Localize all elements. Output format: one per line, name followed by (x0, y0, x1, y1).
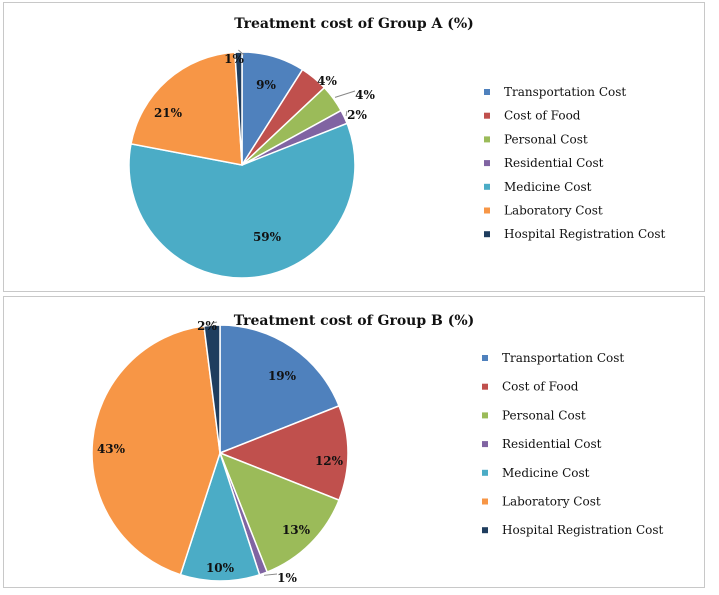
leader-line (345, 110, 348, 117)
legend-label-personal-cost: Personal Cost (504, 132, 588, 146)
data-label-medicine-cost: 59% (253, 230, 282, 244)
data-label-transportation-cost: 9% (256, 78, 276, 92)
pie-slice-hospital-registration-cost (203, 324, 221, 454)
data-label-residential-cost: 1% (277, 571, 297, 585)
pie-slice-cost-of-food (217, 404, 349, 502)
legend-marker-laboratory-cost (482, 498, 488, 505)
pie-slice-medicine-cost (179, 450, 261, 582)
data-label-personal-cost: 4% (355, 88, 375, 102)
legend-marker-laboratory-cost (484, 207, 490, 214)
legend-label-transportation-cost: Transportation Cost (502, 351, 624, 365)
data-label-hospital-registration-cost: 2% (197, 319, 217, 333)
legend-label-laboratory-cost: Laboratory Cost (504, 204, 603, 218)
data-label-medicine-cost: 10% (206, 561, 235, 575)
pie-chart-group-a: Treatment cost of Group A (%) 9% 4% 4% 2% 59… (128, 16, 666, 279)
leader-line (334, 90, 356, 98)
pie-chart-group-b: Treatment cost of Group B (%) 19%12%13%1… (91, 313, 664, 585)
data-label-laboratory-cost: 21% (154, 106, 183, 120)
pie-slice-laboratory-cost (130, 51, 243, 166)
slices-group (91, 324, 349, 582)
legend-label-residential-cost: Residential Cost (502, 437, 602, 451)
legend-marker-hospital-registration-cost (482, 527, 488, 534)
data-label-hospital-registration-cost: 1% (224, 52, 244, 66)
legend-label-medicine-cost: Medicine Cost (502, 466, 590, 480)
legend-label-residential-cost: Residential Cost (504, 156, 604, 170)
leader-line (263, 573, 278, 576)
data-label-personal-cost: 13% (282, 523, 311, 537)
legend-label-transportation-cost: Transportation Cost (504, 85, 626, 99)
pie-slice-laboratory-cost (91, 325, 221, 576)
legend-marker-residential-cost (482, 441, 488, 448)
legend-label-hospital-registration-cost: Hospital Registration Cost (504, 227, 666, 241)
legend-label-cost-of-food: Cost of Food (502, 380, 579, 394)
legend-label-medicine-cost: Medicine Cost (504, 180, 592, 194)
legend-marker-residential-cost (484, 160, 490, 167)
chart-panel-group-a: Treatment cost of Group A (%) 9% 4% 4% 2% 59… (3, 2, 705, 292)
legend-marker-personal-cost (482, 412, 488, 419)
data-label-transportation-cost: 19% (268, 369, 297, 383)
data-label-laboratory-cost: 43% (97, 442, 126, 456)
data-labels-group: 9% 4% 4% 2% 59% 21% 1% (154, 49, 375, 244)
legend-label-cost-of-food: Cost of Food (504, 109, 581, 123)
data-label-residential-cost: 2% (347, 108, 367, 122)
data-label-cost-of-food: 4% (317, 74, 337, 88)
chart-title: Treatment cost of Group A (%) (234, 16, 474, 32)
legend-marker-cost-of-food (482, 383, 488, 390)
legend-label-hospital-registration-cost: Hospital Registration Cost (502, 523, 664, 537)
data-labels-group: 19% 12% 13% 1% 10% 43% 2% (97, 319, 344, 585)
leader-line (211, 321, 218, 324)
legend-marker-transportation-cost (484, 89, 490, 95)
legend: Transportation Cost Cost of Food Personal … (482, 351, 664, 537)
chart-panel-group-b: Treatment cost of Group B (%) 19% 12% 13% 1… (3, 296, 705, 588)
legend-marker-medicine-cost (484, 183, 490, 190)
leader-line (238, 49, 245, 56)
legend-marker-transportation-cost (482, 355, 488, 361)
legend-label-personal-cost: Personal Cost (502, 408, 586, 422)
legend-marker-personal-cost (484, 136, 490, 143)
legend: Transportation Cost Cost of Food Personal … (484, 85, 666, 241)
pie-slice-medicine-cost (128, 122, 356, 279)
pie-slice-hospital-registration-cost (234, 51, 243, 166)
legend-marker-hospital-registration-cost (484, 231, 490, 238)
legend-marker-medicine-cost (482, 469, 488, 476)
chart-title: Treatment cost of Group B (%) (234, 313, 475, 329)
legend-marker-cost-of-food (484, 112, 490, 119)
data-label-cost-of-food: 12% (315, 454, 344, 468)
slices-group (128, 51, 356, 279)
pie-slice-transportation-cost (219, 324, 340, 455)
pie-slice-personal-cost (218, 451, 340, 573)
legend-label-laboratory-cost: Laboratory Cost (502, 495, 601, 509)
